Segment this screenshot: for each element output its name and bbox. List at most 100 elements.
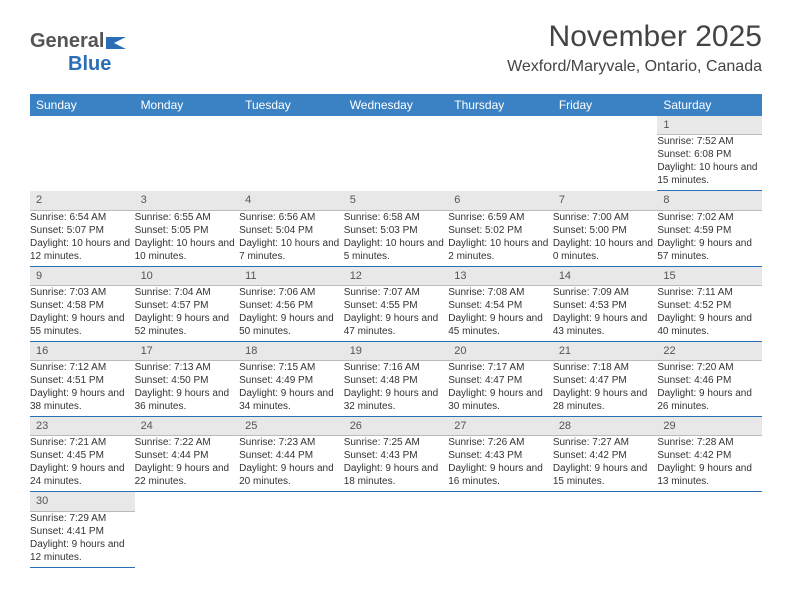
day-info: Sunrise: 6:54 AMSunset: 5:07 PMDaylight:… (30, 210, 135, 266)
day-info: Sunrise: 7:26 AMSunset: 4:43 PMDaylight:… (448, 436, 553, 492)
sunset: Sunset: 4:43 PM (344, 449, 449, 462)
daynum-row: 9101112131415 (30, 266, 762, 285)
day-number (135, 116, 240, 135)
sunrise: Sunrise: 7:09 AM (553, 286, 658, 299)
sunrise: Sunrise: 7:25 AM (344, 436, 449, 449)
day-info (239, 511, 344, 567)
day-number: 29 (657, 417, 762, 436)
daynum-row: 2345678 (30, 191, 762, 210)
day-info (657, 511, 762, 567)
daylight: Daylight: 9 hours and 45 minutes. (448, 312, 553, 338)
daylight: Daylight: 9 hours and 13 minutes. (657, 462, 762, 488)
sunset: Sunset: 5:05 PM (135, 224, 240, 237)
day-info: Sunrise: 7:07 AMSunset: 4:55 PMDaylight:… (344, 285, 449, 341)
day-number: 5 (344, 191, 449, 210)
day-number (239, 116, 344, 135)
day-number (344, 116, 449, 135)
day-number: 20 (448, 341, 553, 360)
header: General Blue November 2025 Wexford/Maryv… (0, 0, 792, 86)
day-info (135, 135, 240, 191)
day-info: Sunrise: 7:25 AMSunset: 4:43 PMDaylight:… (344, 436, 449, 492)
day-info: Sunrise: 7:09 AMSunset: 4:53 PMDaylight:… (553, 285, 658, 341)
sunrise: Sunrise: 6:59 AM (448, 211, 553, 224)
sunset: Sunset: 4:46 PM (657, 374, 762, 387)
info-row: Sunrise: 6:54 AMSunset: 5:07 PMDaylight:… (30, 210, 762, 266)
daylight: Daylight: 10 hours and 0 minutes. (553, 237, 658, 263)
logo: General Blue (30, 30, 128, 76)
sunrise: Sunrise: 7:03 AM (30, 286, 135, 299)
day-number: 4 (239, 191, 344, 210)
sunset: Sunset: 4:57 PM (135, 299, 240, 312)
sunrise: Sunrise: 7:06 AM (239, 286, 344, 299)
sunrise: Sunrise: 6:55 AM (135, 211, 240, 224)
daylight: Daylight: 9 hours and 26 minutes. (657, 387, 762, 413)
sunrise: Sunrise: 7:52 AM (657, 135, 762, 148)
day-number: 28 (553, 417, 658, 436)
daylight: Daylight: 9 hours and 18 minutes. (344, 462, 449, 488)
sunrise: Sunrise: 7:13 AM (135, 361, 240, 374)
day-number: 8 (657, 191, 762, 210)
day-info (135, 511, 240, 567)
daylight: Daylight: 10 hours and 5 minutes. (344, 237, 449, 263)
day-number (30, 116, 135, 135)
daylight: Daylight: 9 hours and 15 minutes. (553, 462, 658, 488)
daylight: Daylight: 10 hours and 15 minutes. (657, 161, 762, 187)
daylight: Daylight: 9 hours and 55 minutes. (30, 312, 135, 338)
sunrise: Sunrise: 7:07 AM (344, 286, 449, 299)
daylight: Daylight: 9 hours and 30 minutes. (448, 387, 553, 413)
day-number: 24 (135, 417, 240, 436)
month-title: November 2025 (30, 20, 762, 54)
daylight: Daylight: 9 hours and 52 minutes. (135, 312, 240, 338)
daylight: Daylight: 10 hours and 7 minutes. (239, 237, 344, 263)
day-info: Sunrise: 7:27 AMSunset: 4:42 PMDaylight:… (553, 436, 658, 492)
day-number: 10 (135, 266, 240, 285)
sunset: Sunset: 5:02 PM (448, 224, 553, 237)
day-number: 21 (553, 341, 658, 360)
sunrise: Sunrise: 7:17 AM (448, 361, 553, 374)
sunset: Sunset: 4:47 PM (553, 374, 658, 387)
sunset: Sunset: 4:42 PM (657, 449, 762, 462)
col-thursday: Thursday (448, 94, 553, 116)
daynum-row: 1 (30, 116, 762, 135)
daylight: Daylight: 10 hours and 10 minutes. (135, 237, 240, 263)
day-number (657, 492, 762, 511)
calendar-body: 1Sunrise: 7:52 AMSunset: 6:08 PMDaylight… (30, 116, 762, 567)
day-info: Sunrise: 7:20 AMSunset: 4:46 PMDaylight:… (657, 361, 762, 417)
day-info: Sunrise: 7:52 AMSunset: 6:08 PMDaylight:… (657, 135, 762, 191)
day-info: Sunrise: 7:02 AMSunset: 4:59 PMDaylight:… (657, 210, 762, 266)
day-number: 12 (344, 266, 449, 285)
day-number (553, 116, 658, 135)
day-info: Sunrise: 7:22 AMSunset: 4:44 PMDaylight:… (135, 436, 240, 492)
day-number: 30 (30, 492, 135, 511)
day-info (448, 511, 553, 567)
day-number: 22 (657, 341, 762, 360)
sunset: Sunset: 5:00 PM (553, 224, 658, 237)
day-number (239, 492, 344, 511)
sunrise: Sunrise: 7:27 AM (553, 436, 658, 449)
day-info: Sunrise: 6:56 AMSunset: 5:04 PMDaylight:… (239, 210, 344, 266)
daylight: Daylight: 9 hours and 38 minutes. (30, 387, 135, 413)
day-number (553, 492, 658, 511)
sunset: Sunset: 4:56 PM (239, 299, 344, 312)
day-info: Sunrise: 7:06 AMSunset: 4:56 PMDaylight:… (239, 285, 344, 341)
daylight: Daylight: 9 hours and 16 minutes. (448, 462, 553, 488)
day-info (239, 135, 344, 191)
daylight: Daylight: 9 hours and 50 minutes. (239, 312, 344, 338)
day-info: Sunrise: 6:55 AMSunset: 5:05 PMDaylight:… (135, 210, 240, 266)
sunset: Sunset: 4:49 PM (239, 374, 344, 387)
day-info (344, 511, 449, 567)
sunset: Sunset: 4:47 PM (448, 374, 553, 387)
daynum-row: 23242526272829 (30, 417, 762, 436)
day-info: Sunrise: 6:59 AMSunset: 5:02 PMDaylight:… (448, 210, 553, 266)
logo-text-1: General (30, 30, 104, 52)
day-info (344, 135, 449, 191)
daylight: Daylight: 9 hours and 20 minutes. (239, 462, 344, 488)
day-info: Sunrise: 7:12 AMSunset: 4:51 PMDaylight:… (30, 361, 135, 417)
daylight: Daylight: 9 hours and 47 minutes. (344, 312, 449, 338)
sunset: Sunset: 4:48 PM (344, 374, 449, 387)
day-info: Sunrise: 7:18 AMSunset: 4:47 PMDaylight:… (553, 361, 658, 417)
day-info: Sunrise: 7:08 AMSunset: 4:54 PMDaylight:… (448, 285, 553, 341)
sunset: Sunset: 4:50 PM (135, 374, 240, 387)
day-number: 2 (30, 191, 135, 210)
col-monday: Monday (135, 94, 240, 116)
